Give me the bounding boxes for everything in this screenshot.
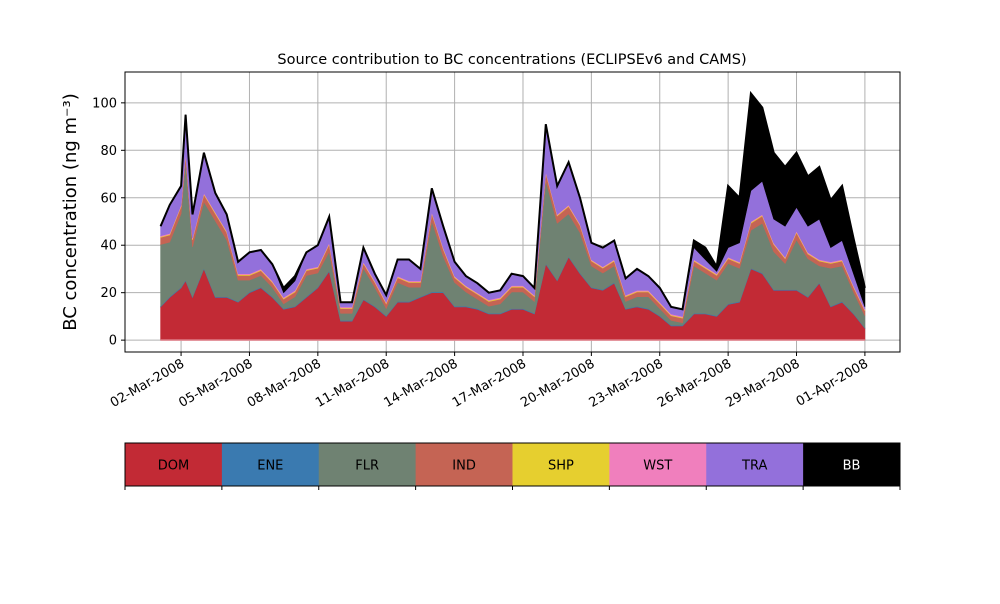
y-tick-label: 100 xyxy=(92,96,117,111)
legend-label: ENE xyxy=(257,459,283,474)
x-tick-label: 29-Mar-2008 xyxy=(723,356,802,410)
legend-label: DOM xyxy=(158,459,189,474)
legend-label: TRA xyxy=(741,459,767,474)
legend-swatch-flr xyxy=(318,443,417,486)
x-tick-label: 14-Mar-2008 xyxy=(381,356,460,410)
total-outline xyxy=(159,90,866,311)
x-tick-label: 08-Mar-2008 xyxy=(245,356,324,410)
y-tick-label: 20 xyxy=(100,286,117,301)
x-tick-label: 23-Mar-2008 xyxy=(587,356,666,410)
x-tick-label: 05-Mar-2008 xyxy=(176,356,255,410)
x-tick-label: 17-Mar-2008 xyxy=(450,356,529,410)
legend-label: WST xyxy=(643,459,672,474)
legend: DOM ENE FLR IND SHP WST TRA BB xyxy=(124,442,901,490)
y-axis-label: BC concentration (ng m⁻³) xyxy=(60,93,81,331)
legend-swatch-shp xyxy=(512,443,610,486)
legend-swatch-bb xyxy=(803,443,901,486)
legend-label: IND xyxy=(452,459,476,474)
x-tick-label: 26-Mar-2008 xyxy=(655,356,734,410)
plot-frame xyxy=(124,71,901,353)
y-tick-label: 40 xyxy=(100,239,117,254)
legend-label: FLR xyxy=(355,459,379,474)
legend-swatch-ind xyxy=(415,443,513,486)
legend-swatch-wst xyxy=(609,443,707,486)
x-tick-label: 11-Mar-2008 xyxy=(313,356,392,410)
x-tick-label: 20-Mar-2008 xyxy=(518,356,597,410)
area-layers xyxy=(159,90,866,341)
y-tick-label: 60 xyxy=(100,191,117,206)
y-tick-label: 0 xyxy=(109,334,117,349)
chart-title: Source contribution to BC concentrations… xyxy=(277,52,746,68)
legend-swatch-tra xyxy=(706,443,804,486)
legend-swatch-dom xyxy=(125,443,223,486)
legend-frame xyxy=(124,442,901,487)
x-tick-label: 02-Mar-2008 xyxy=(108,356,187,410)
legend-label: SHP xyxy=(548,459,574,474)
legend-label: BB xyxy=(843,459,861,474)
legend-swatch-ene xyxy=(221,443,320,486)
x-tick-label: 01-Apr-2008 xyxy=(794,356,871,409)
y-tick-label: 80 xyxy=(100,144,117,159)
